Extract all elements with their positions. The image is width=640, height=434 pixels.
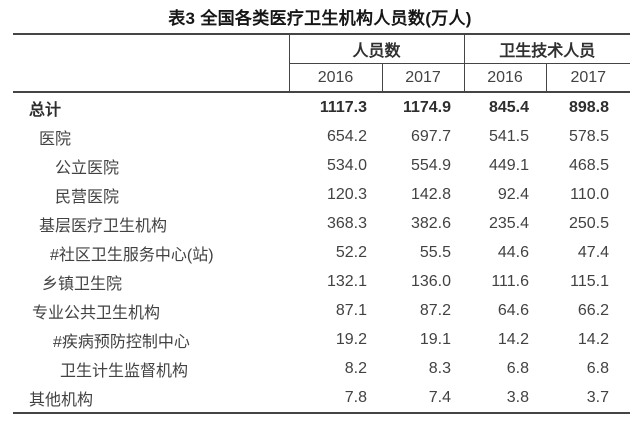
corner-cell [13, 34, 290, 93]
table-row: 乡镇卫生院 132.1 136.0 111.6 115.1 [13, 267, 630, 296]
cell-value: 19.2 [335, 330, 367, 348]
row-label: 专业公共卫生机构 [32, 304, 161, 322]
cell-value: 111.6 [491, 272, 530, 290]
year-header: 2017 [546, 63, 631, 93]
row-label: 卫生计生监督机构 [60, 362, 189, 380]
header-group-row: 人员数 卫生技术人员 [13, 34, 631, 93]
table-row: 医院 654.2 697.7 541.5 578.5 [13, 122, 630, 151]
table-row: 专业公共卫生机构 87.1 87.2 64.6 66.2 [13, 296, 630, 325]
row-label: 医院 [39, 130, 72, 148]
cell-value: 8.2 [344, 359, 367, 377]
cell-value: 697.7 [410, 127, 452, 145]
cell-value: 14.2 [577, 330, 610, 348]
page-title: 表3 全国各类医疗卫生机构人员数(万人) [168, 9, 472, 28]
cell-value: 115.1 [570, 272, 610, 290]
cell-value: 110.0 [570, 185, 610, 203]
row-label: 乡镇卫生院 [42, 275, 123, 293]
cell-value: 136.0 [410, 272, 452, 290]
cell-value: 250.5 [568, 214, 610, 232]
cell-value: 7.8 [289, 383, 382, 414]
cell-value: 6.8 [586, 359, 610, 377]
header-year-row: 2016 2017 2016 2017 [13, 63, 631, 93]
cell-value: 92.4 [497, 185, 530, 203]
cell-value: 554.9 [410, 156, 452, 174]
cell-value: 382.6 [410, 214, 452, 232]
cell-value: 47.4 [577, 243, 610, 261]
cell-value: 578.5 [568, 127, 610, 145]
cell-value: 235.4 [488, 214, 530, 232]
table-row: 民营医院 120.3 142.8 92.4 110.0 [13, 180, 630, 209]
row-label: 民营医院 [55, 188, 120, 206]
cell-value: 6.8 [506, 359, 530, 377]
table-row: 卫生计生监督机构 8.2 8.3 6.8 6.8 [13, 354, 630, 383]
cell-value: 64.6 [497, 301, 530, 319]
cell-value: 66.2 [577, 301, 610, 319]
table-row: 基层医疗卫生机构 368.3 382.6 235.4 250.5 [13, 209, 630, 238]
row-label: 其他机构 [13, 383, 289, 414]
year-header: 2016 [289, 63, 383, 93]
row-label: #社区卫生服务中心(站) [50, 246, 214, 264]
cell-value: 8.3 [428, 359, 452, 377]
cell-value: 449.1 [488, 156, 530, 174]
statistics-table: 人员数 卫生技术人员 2016 2017 2016 2017 总计 1117.3… [13, 33, 631, 414]
cell-value: 87.2 [419, 301, 452, 319]
cell-value: 368.3 [326, 214, 367, 232]
cell-value: 3.7 [546, 383, 631, 414]
table-row: #社区卫生服务中心(站) 52.2 55.5 44.6 47.4 [13, 238, 630, 267]
cell-value: 120.3 [326, 185, 367, 203]
row-label: 基层医疗卫生机构 [39, 217, 168, 235]
cell-value: 534.0 [326, 156, 367, 174]
row-label: #疾病预防控制中心 [53, 333, 190, 351]
cell-value: 898.8 [568, 98, 610, 116]
col-group-health-tech: 卫生技术人员 [464, 34, 631, 64]
cell-value: 19.1 [419, 330, 452, 348]
table-row: 总计 1117.3 1174.9 845.4 898.8 [13, 92, 630, 122]
row-label: 公立医院 [55, 159, 120, 177]
col-group-personnel: 人员数 [289, 34, 465, 64]
cell-value: 14.2 [497, 330, 530, 348]
cell-value: 87.1 [335, 301, 367, 319]
table-row: #疾病预防控制中心 19.2 19.1 14.2 14.2 [13, 325, 630, 354]
cell-value: 1174.9 [402, 98, 452, 116]
cell-value: 142.8 [410, 185, 452, 203]
cell-value: 132.1 [326, 272, 367, 290]
cell-value: 1117.3 [319, 98, 367, 116]
year-header: 2017 [382, 63, 465, 93]
table-row: 公立医院 534.0 554.9 449.1 468.5 [13, 151, 630, 180]
row-label: 总计 [29, 101, 62, 119]
year-header: 2016 [464, 63, 547, 93]
cell-value: 541.5 [488, 127, 530, 145]
cell-value: 468.5 [568, 156, 610, 174]
table-row: 其他机构 7.8 7.4 3.8 3.7 [13, 383, 631, 414]
cell-value: 3.8 [464, 383, 547, 414]
cell-value: 654.2 [326, 127, 367, 145]
cell-value: 44.6 [497, 243, 530, 261]
cell-value: 52.2 [335, 243, 367, 261]
cell-value: 7.4 [382, 383, 465, 414]
cell-value: 845.4 [488, 98, 530, 116]
cell-value: 55.5 [419, 243, 452, 261]
